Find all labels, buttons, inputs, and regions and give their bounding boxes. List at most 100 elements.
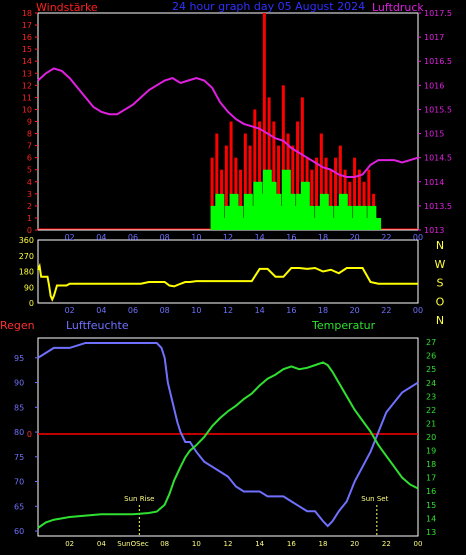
gust-bar: [239, 169, 243, 230]
wind-bar: [281, 169, 291, 230]
wind-bar: [224, 205, 234, 230]
wind-tick-label: 16: [22, 33, 32, 42]
wind-bar: [234, 205, 244, 230]
wind-bar: [272, 193, 282, 230]
hour-tick-label: 00: [413, 306, 423, 315]
hour-tick-label: 02: [65, 233, 75, 242]
temperature-tick-label: 19: [426, 447, 436, 456]
sunset-label: Sun Set: [361, 495, 388, 503]
gust-bar: [281, 85, 285, 230]
hour-tick-label: 16: [286, 233, 296, 242]
hour-tick-label: 16: [286, 306, 296, 315]
hour-tick-label: 06: [128, 233, 138, 242]
gust-bar: [296, 121, 300, 230]
wind-bar: [253, 181, 263, 230]
temperature-tick-label: 23: [426, 392, 436, 401]
compass-label: S: [437, 277, 444, 290]
chart-title: 24 hour graph day 05 August 2024: [172, 0, 365, 13]
wind-tick-label: 3: [27, 190, 32, 199]
hour-tick-label: 00: [413, 233, 423, 242]
direction-tick-label: 180: [19, 268, 34, 277]
gust-bar: [267, 97, 271, 230]
hour-tick-label: 14: [255, 540, 264, 548]
gust-bar: [210, 157, 214, 230]
direction-line: [37, 262, 418, 302]
wind-tick-label: 5: [27, 166, 32, 175]
hour-tick-label: 18: [319, 540, 328, 548]
hour-tick-label: 04: [97, 540, 106, 548]
wind-bar: [334, 205, 344, 230]
wind-bar: [229, 193, 239, 230]
hour-tick-label: 20: [350, 233, 360, 242]
wind-bar: [305, 205, 315, 230]
wind-bar: [291, 205, 301, 230]
pressure-tick-label: 1015.5: [424, 105, 452, 114]
wind-bar: [220, 217, 230, 230]
temperature-tick-label: 20: [426, 433, 436, 442]
humidity-line: [37, 341, 419, 528]
gust-bar: [338, 145, 342, 230]
wind-bar: [343, 205, 353, 230]
pressure-tick-label: 1017: [424, 33, 444, 42]
temperature-tick-label: 16: [426, 487, 436, 496]
wind-bar: [353, 205, 363, 230]
gust-bar: [272, 121, 276, 230]
wind-bar: [362, 217, 372, 230]
pressure-tick-label: 1013.5: [424, 202, 452, 211]
gust-bar: [315, 157, 319, 230]
hour-tick-label: 08: [160, 233, 170, 242]
wind-bar: [286, 193, 296, 230]
compass-label: N: [436, 239, 444, 252]
hour-tick-label: 04: [96, 306, 106, 315]
temperature-tick-label: 18: [426, 460, 436, 469]
gust-bar: [300, 97, 304, 230]
hour-tick-label: 12: [224, 540, 233, 548]
direction-tick-label: 0: [29, 299, 34, 308]
data-marks: [37, 13, 419, 536]
temperature-label: Temperatur: [311, 319, 376, 332]
hour-tick-label: 14: [255, 306, 265, 315]
hour-tick-label: 20: [350, 540, 359, 548]
compass-label: W: [435, 258, 446, 271]
hour-tick-label: 06: [128, 306, 138, 315]
wind-bar: [239, 217, 249, 230]
pressure-line: [37, 67, 419, 178]
temperature-tick-label: 21: [426, 419, 436, 428]
hour-tick-label: 10: [191, 306, 201, 315]
humidity-tick-label: 75: [14, 453, 24, 462]
humidity-tick-label: 65: [14, 502, 24, 511]
gust-bar: [353, 157, 357, 230]
hour-tick-label: 02: [65, 540, 74, 548]
hour-tick-label: 18: [318, 233, 328, 242]
temperature-tick-label: 22: [426, 406, 436, 415]
wind-bar: [338, 193, 348, 230]
hour-tick-label: 10: [192, 540, 201, 548]
wind-bar: [258, 193, 268, 230]
hour-tick-label: 12: [223, 306, 233, 315]
wind-tick-label: 14: [22, 57, 32, 66]
wind-bar: [248, 205, 258, 230]
compass-label: O: [436, 295, 445, 308]
wind-tick-label: 4: [27, 178, 32, 187]
gust-bar: [248, 145, 252, 230]
hour-tick-label: 12: [223, 233, 233, 242]
temperature-tick-label: 15: [426, 501, 436, 510]
wind-bar: [324, 205, 334, 230]
direction-tick-label: 90: [24, 283, 34, 292]
hour-tick-label: 00: [414, 540, 423, 548]
gust-bar: [229, 121, 233, 230]
hour-tick-label: 04: [96, 233, 106, 242]
hour-tick-label: 08: [160, 306, 170, 315]
wind-bar: [243, 193, 253, 230]
pressure-axis-title: Luftdruck: [372, 1, 424, 14]
wind-bar: [277, 205, 287, 230]
humidity-label: Luftfeuchte: [66, 319, 129, 332]
humidity-tick-label: 70: [14, 478, 24, 487]
gust-bar: [310, 169, 314, 230]
direction-tick-label: 270: [19, 252, 34, 261]
temperature-tick-label: 27: [426, 338, 436, 347]
wind-tick-label: 9: [27, 118, 32, 127]
wind-tick-label: 10: [22, 105, 32, 114]
rain-tick-label: 0: [27, 430, 32, 439]
direction-plot-frame: [37, 239, 419, 304]
